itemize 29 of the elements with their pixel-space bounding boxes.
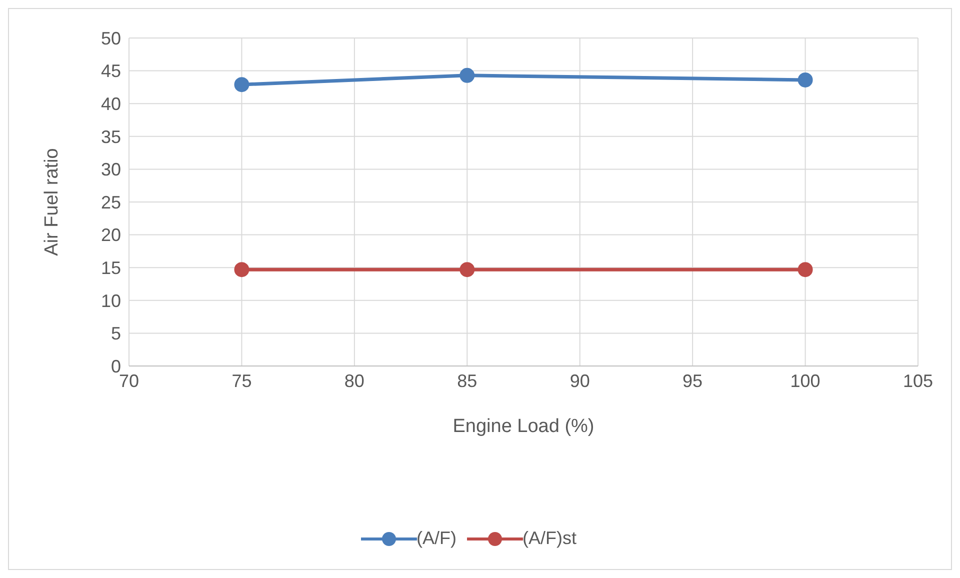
x-axis-title: Engine Load (%) — [452, 416, 594, 437]
x-tick-label: 90 — [570, 370, 590, 391]
point — [234, 77, 250, 92]
y-tick-label: 25 — [100, 192, 121, 212]
y-axis-title: Air Fuel ratio — [42, 148, 63, 256]
y-tick-label: 5 — [110, 324, 121, 344]
point — [460, 68, 475, 83]
y-tick-label: 15 — [100, 258, 121, 278]
y-tick-label: 30 — [100, 160, 121, 180]
y-tick-label: 40 — [100, 94, 121, 114]
y-tick-label: 20 — [100, 225, 121, 246]
y-tick-label: 45 — [100, 61, 121, 82]
x-tick-label: 75 — [232, 370, 252, 391]
y-tick-label: 10 — [100, 290, 121, 311]
y-tick-label: 0 — [110, 356, 121, 376]
x-tick-label: 85 — [457, 370, 478, 391]
point — [798, 72, 813, 88]
legend-label: (A/F) — [416, 528, 456, 549]
point — [798, 262, 813, 278]
point — [460, 262, 475, 278]
x-tick-label: 70 — [118, 370, 140, 391]
legend-label: (A/F)st — [522, 528, 576, 549]
y-tick-label: 50 — [100, 28, 121, 48]
point — [234, 262, 250, 278]
x-tick-label: 95 — [682, 370, 703, 391]
x-tick-label: 80 — [344, 370, 364, 391]
x-tick-label: 105 — [902, 370, 934, 391]
x-tick-label: 100 — [790, 370, 820, 391]
y-tick-label: 35 — [100, 126, 121, 147]
